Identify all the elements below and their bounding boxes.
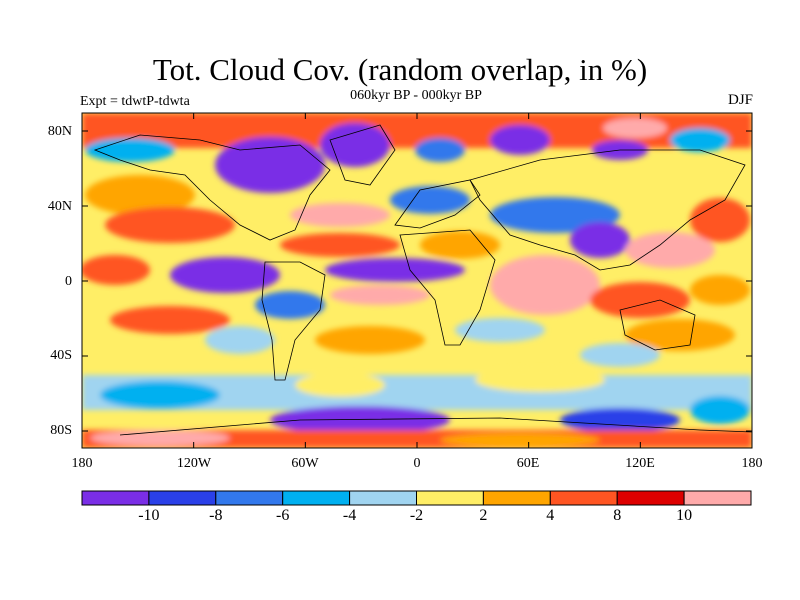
map-subtitle: 060kyr BP - 000kyr BP <box>350 88 482 103</box>
colorbar-swatch <box>683 490 752 506</box>
lon-tick-180w: 180 <box>71 456 93 471</box>
axis-ticks <box>81 113 753 448</box>
colorbar-label: -8 <box>209 507 223 524</box>
lon-tick-0: 0 <box>413 456 421 471</box>
colorbar-swatch <box>349 490 418 506</box>
colorbar-label: 2 <box>479 507 488 524</box>
colorbar-swatch <box>482 490 551 506</box>
lat-tick-40n: 40N <box>47 199 72 214</box>
colorbar-swatch <box>148 490 217 506</box>
cloud-anomaly-field <box>82 113 752 448</box>
lat-tick-40s: 40S <box>50 348 72 363</box>
season-label: DJF <box>727 92 753 108</box>
colorbar-label: 10 <box>676 507 693 524</box>
colorbar-label: 4 <box>546 507 555 524</box>
lon-tick-60e: 60E <box>516 456 540 471</box>
colorbar-label: -6 <box>276 507 290 524</box>
colorbar-label: -2 <box>409 507 424 524</box>
lat-tick-80n: 80N <box>47 124 72 139</box>
lon-tick-120e: 120E <box>625 456 655 471</box>
colorbar-label: 8 <box>613 507 622 524</box>
colorbar-label: -4 <box>342 507 357 524</box>
lon-tick-120w: 120W <box>176 456 212 471</box>
lat-tick-80s: 80S <box>50 423 72 438</box>
colorbar <box>81 490 752 506</box>
colorbar-label: -10 <box>138 507 160 524</box>
colorbar-swatch <box>215 490 284 506</box>
map-title: Tot. Cloud Cov. (random overlap, in %) <box>152 52 648 87</box>
coastlines <box>93 124 752 436</box>
experiment-label: Expt = tdwtP-tdwta <box>80 94 190 109</box>
colorbar-swatch <box>81 490 150 506</box>
lon-tick-180e: 180 <box>741 456 763 471</box>
lon-tick-60w: 60W <box>291 456 319 471</box>
colorbar-swatch <box>549 490 618 506</box>
lat-tick-0: 0 <box>65 274 72 289</box>
colorbar-swatch <box>416 490 484 506</box>
colorbar-swatch <box>616 490 685 506</box>
colorbar-swatch <box>282 490 351 506</box>
